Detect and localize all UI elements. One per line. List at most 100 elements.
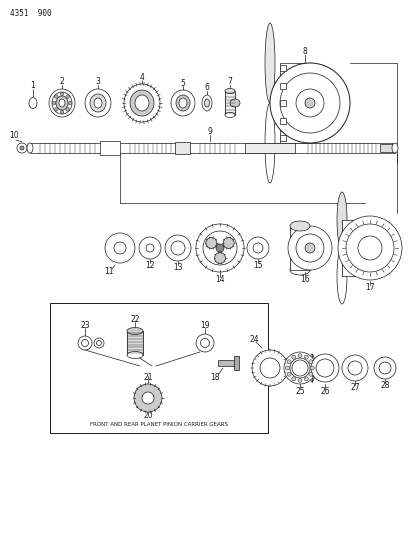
Circle shape	[296, 89, 324, 117]
Circle shape	[305, 243, 315, 253]
Bar	[280, 135, 286, 141]
Text: 4: 4	[140, 72, 144, 82]
Ellipse shape	[90, 94, 106, 112]
Circle shape	[316, 359, 334, 377]
Ellipse shape	[225, 112, 235, 117]
Ellipse shape	[29, 98, 37, 109]
Text: 16: 16	[300, 274, 310, 284]
Circle shape	[253, 243, 263, 253]
Text: 25: 25	[295, 386, 305, 395]
Circle shape	[66, 95, 69, 99]
Ellipse shape	[202, 95, 212, 111]
Circle shape	[311, 354, 339, 382]
Circle shape	[346, 224, 394, 272]
Bar	[218, 360, 236, 366]
Circle shape	[196, 334, 214, 352]
Circle shape	[280, 73, 340, 133]
Circle shape	[52, 101, 56, 105]
Text: 17: 17	[365, 284, 375, 293]
Circle shape	[252, 350, 288, 386]
Circle shape	[310, 366, 315, 370]
Ellipse shape	[127, 351, 143, 359]
Bar	[175, 142, 190, 154]
Circle shape	[114, 242, 126, 254]
Ellipse shape	[265, 103, 275, 183]
Text: 1: 1	[31, 82, 35, 91]
Bar	[127, 331, 143, 355]
Text: 13: 13	[173, 263, 183, 272]
Ellipse shape	[59, 99, 65, 107]
Bar	[234, 356, 239, 370]
Circle shape	[309, 360, 313, 364]
Text: 9: 9	[208, 126, 213, 135]
Circle shape	[200, 338, 209, 348]
Ellipse shape	[135, 95, 149, 111]
Text: 5: 5	[181, 78, 186, 87]
Ellipse shape	[130, 90, 154, 116]
Text: 27: 27	[350, 384, 360, 392]
Ellipse shape	[85, 89, 111, 117]
Text: 14: 14	[215, 276, 225, 285]
Circle shape	[134, 384, 162, 412]
Text: 18: 18	[210, 373, 220, 382]
Circle shape	[286, 366, 290, 370]
Circle shape	[287, 360, 291, 364]
Bar	[30, 143, 395, 153]
Ellipse shape	[27, 143, 33, 153]
Circle shape	[338, 216, 402, 280]
Text: 8: 8	[303, 47, 307, 56]
Text: 22: 22	[130, 314, 140, 324]
Circle shape	[55, 95, 58, 99]
Ellipse shape	[52, 92, 72, 114]
Ellipse shape	[225, 88, 235, 93]
Text: FRONT AND REAR PLANET PINION CARRIER GEARS: FRONT AND REAR PLANET PINION CARRIER GEA…	[90, 423, 228, 427]
Circle shape	[304, 377, 308, 381]
Circle shape	[78, 336, 92, 350]
Circle shape	[97, 341, 102, 345]
Circle shape	[215, 253, 226, 263]
Bar	[280, 63, 310, 143]
Bar	[342, 220, 370, 276]
Bar	[280, 65, 286, 71]
Circle shape	[305, 98, 315, 108]
Circle shape	[60, 110, 64, 114]
Circle shape	[60, 92, 64, 96]
Bar	[245, 143, 295, 153]
Ellipse shape	[179, 98, 187, 108]
Circle shape	[206, 238, 217, 248]
Circle shape	[142, 392, 154, 404]
Text: 19: 19	[200, 320, 210, 329]
Circle shape	[165, 235, 191, 261]
Text: 2: 2	[60, 77, 64, 86]
Circle shape	[304, 355, 308, 359]
Text: 26: 26	[320, 386, 330, 395]
Text: 7: 7	[228, 77, 233, 86]
Circle shape	[17, 143, 27, 153]
Circle shape	[247, 237, 269, 259]
Circle shape	[379, 362, 391, 374]
Bar	[312, 360, 325, 376]
Ellipse shape	[127, 327, 143, 335]
Circle shape	[203, 231, 237, 265]
Circle shape	[348, 361, 362, 375]
Ellipse shape	[265, 23, 275, 103]
Circle shape	[288, 226, 332, 270]
Circle shape	[270, 63, 350, 143]
Circle shape	[223, 238, 234, 248]
Ellipse shape	[124, 84, 160, 122]
Circle shape	[296, 234, 324, 262]
Circle shape	[171, 241, 185, 255]
Text: 10: 10	[9, 132, 19, 141]
Circle shape	[260, 358, 280, 378]
Ellipse shape	[204, 99, 209, 107]
Circle shape	[68, 101, 72, 105]
Circle shape	[358, 236, 382, 260]
Circle shape	[284, 352, 316, 384]
Circle shape	[287, 372, 291, 376]
Circle shape	[292, 355, 296, 359]
Circle shape	[309, 372, 313, 376]
Circle shape	[66, 108, 69, 111]
Circle shape	[196, 224, 244, 272]
Ellipse shape	[230, 99, 240, 107]
Text: 28: 28	[380, 382, 390, 391]
